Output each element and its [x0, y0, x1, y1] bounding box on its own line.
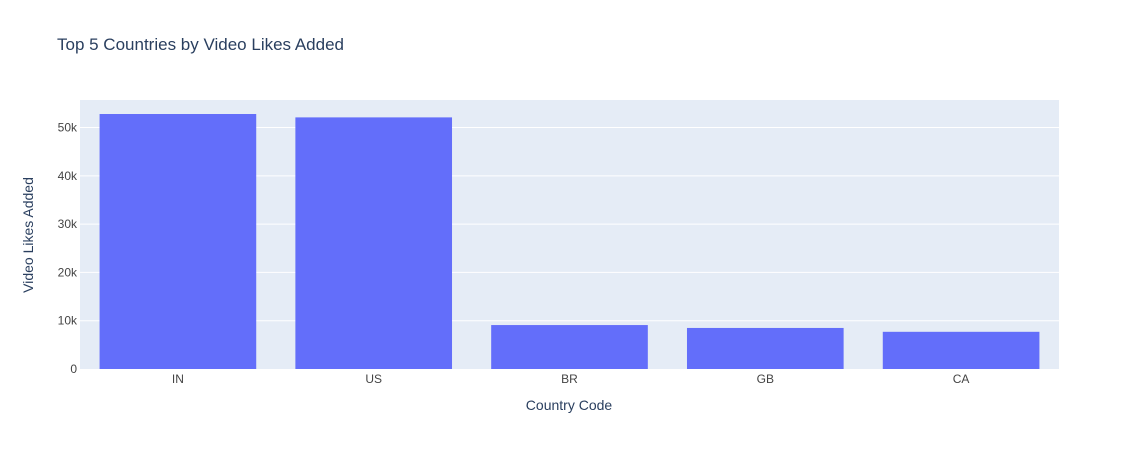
- y-tick-label: 40k: [58, 169, 78, 183]
- bar-br[interactable]: [491, 325, 648, 369]
- x-tick-labels: IN US BR GB CA: [172, 372, 970, 386]
- y-tick-label: 20k: [58, 265, 78, 279]
- x-axis-title: Country Code: [526, 397, 613, 413]
- y-tick-label: 0: [70, 362, 77, 376]
- x-tick-label: US: [365, 372, 382, 386]
- x-tick-label: IN: [172, 372, 184, 386]
- y-tick-labels: 0 10k 20k 30k 40k 50k: [58, 121, 78, 376]
- y-axis-title: Video Likes Added: [20, 177, 36, 293]
- y-tick-label: 50k: [58, 121, 78, 135]
- bar-ca[interactable]: [882, 331, 1040, 369]
- x-tick-label: GB: [757, 372, 774, 386]
- chart-title: Top 5 Countries by Video Likes Added: [57, 35, 344, 54]
- x-tick-label: CA: [953, 372, 970, 386]
- bar-in[interactable]: [99, 114, 257, 369]
- bar-gb[interactable]: [686, 327, 844, 369]
- y-tick-label: 30k: [58, 217, 78, 231]
- bars: [99, 114, 1040, 370]
- y-tick-label: 10k: [58, 314, 78, 328]
- x-tick-label: BR: [561, 372, 578, 386]
- bar-us[interactable]: [295, 117, 453, 370]
